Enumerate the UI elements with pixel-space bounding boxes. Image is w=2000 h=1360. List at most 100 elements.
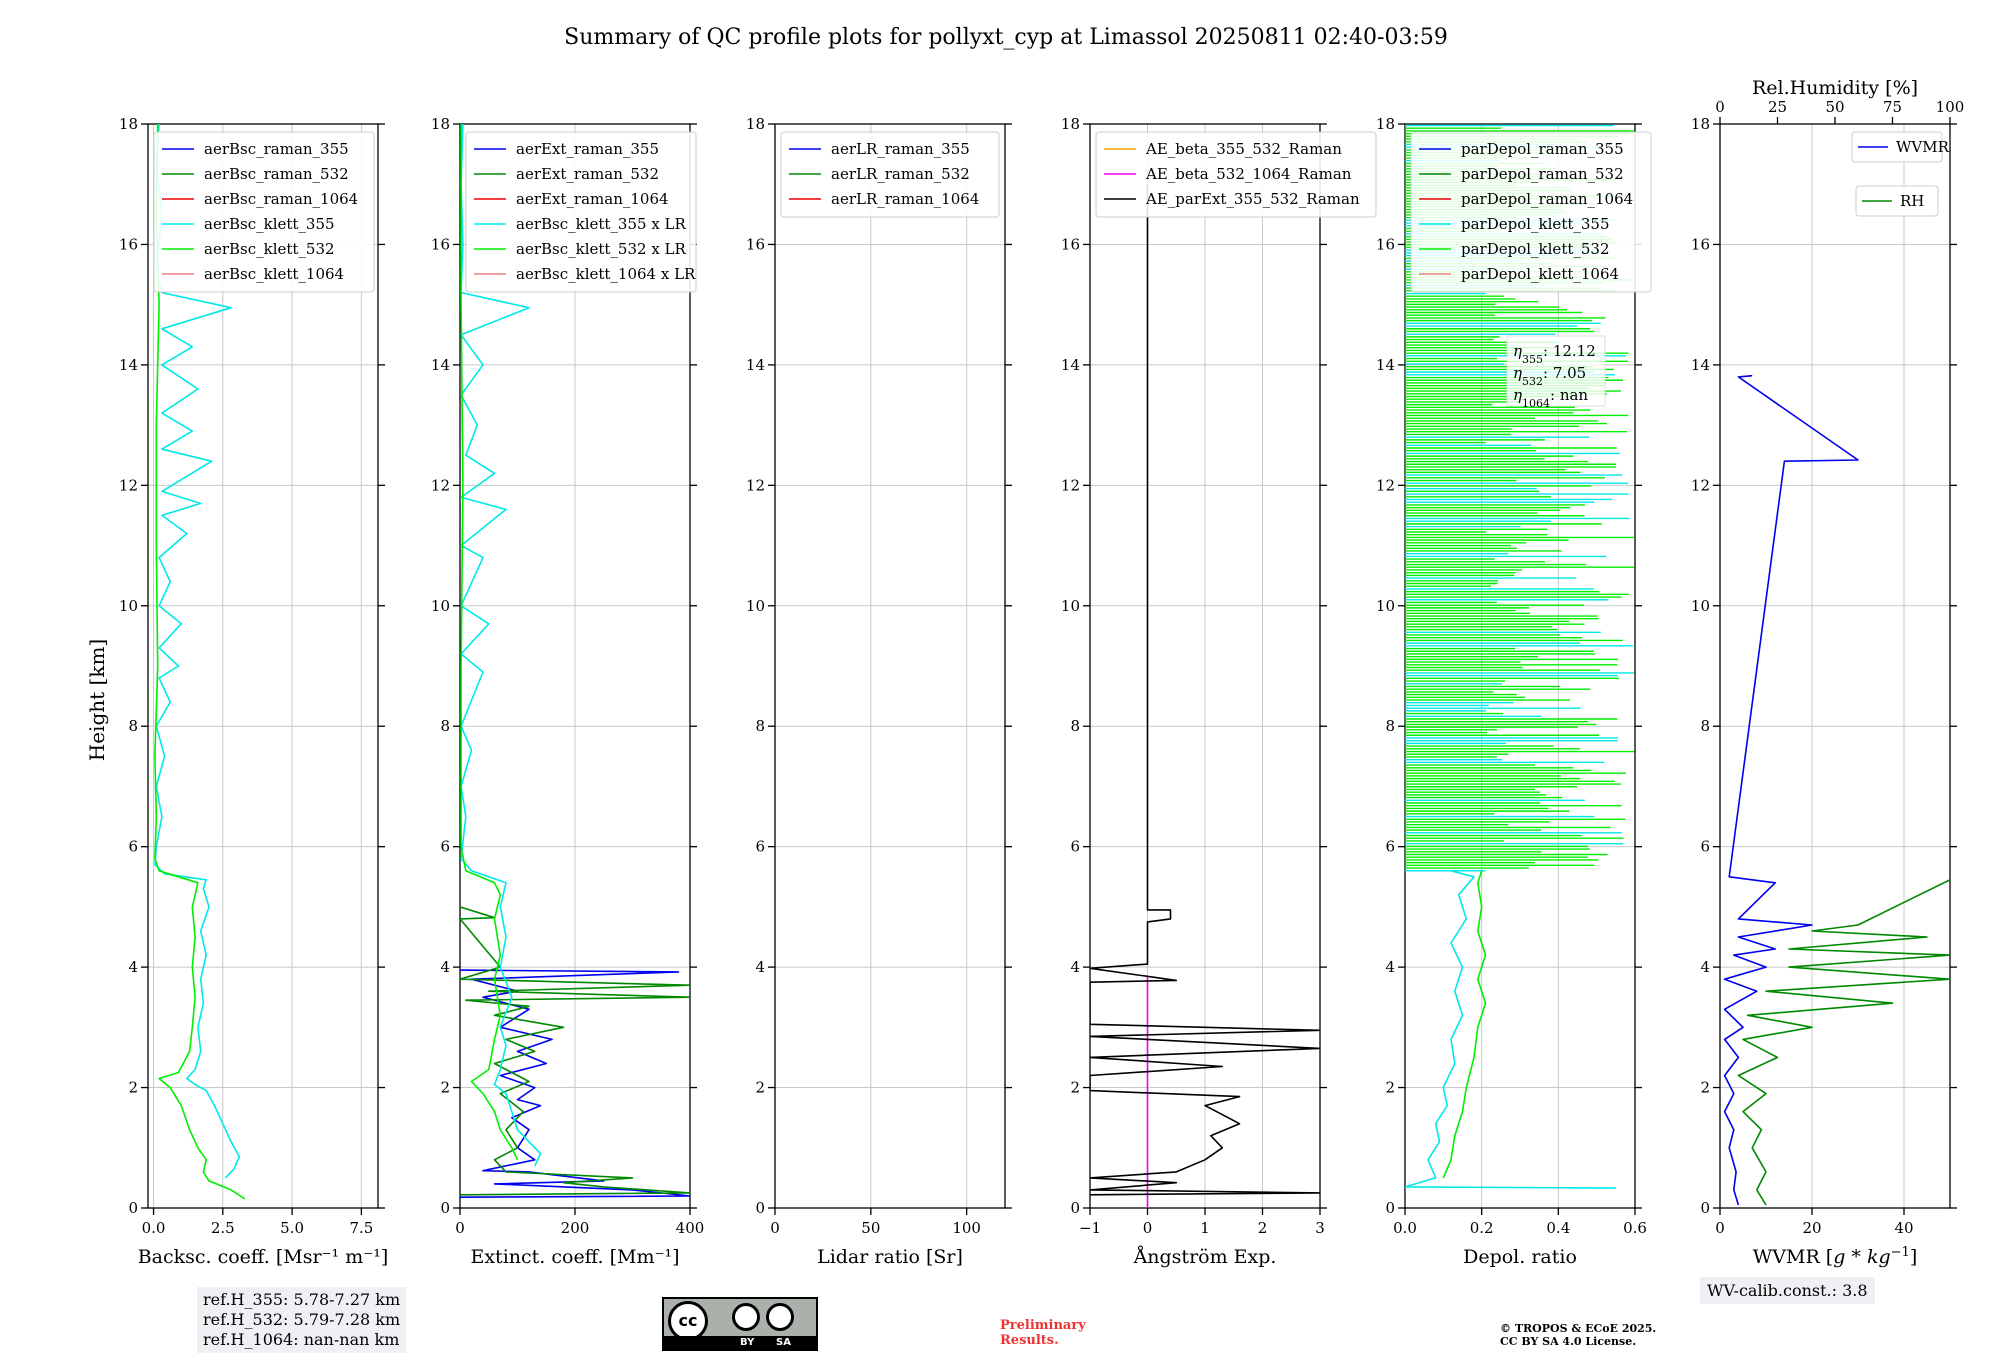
preliminary-results-note: Preliminary Results. xyxy=(1000,1318,1086,1348)
legend: aerBsc_raman_355 aerBsc_raman_532 aerBsc_r… xyxy=(153,131,375,293)
y-tick-label: 14 xyxy=(431,356,450,374)
x2-tick-label: 25 xyxy=(1768,98,1787,116)
plot-area xyxy=(154,124,246,1200)
y-tick-label: 2 xyxy=(440,1079,450,1097)
y-tick-label: 16 xyxy=(1061,235,1080,253)
x2-tick-label: 50 xyxy=(1825,98,1844,116)
y-tick-label: 6 xyxy=(1385,838,1395,856)
y-tick-label: 18 xyxy=(1061,115,1080,133)
x-tick-label: 0.2 xyxy=(1470,1219,1494,1237)
x2-tick-label: 0 xyxy=(1715,98,1725,116)
y-tick-label: 2 xyxy=(128,1079,138,1097)
y-tick-label: 10 xyxy=(1376,597,1395,615)
y-tick-label: 10 xyxy=(746,597,765,615)
copyright-line-2: CC BY SA 4.0 License. xyxy=(1500,1335,1637,1348)
y-tick-label: 4 xyxy=(1700,958,1710,976)
copyright-note: © TROPOS & ECoE 2025. CC BY SA 4.0 Licen… xyxy=(1500,1322,1656,1348)
x-tick-label: 0 xyxy=(770,1219,780,1237)
y-tick-label: 2 xyxy=(1700,1079,1710,1097)
legend-label: aerExt_raman_355 xyxy=(516,140,659,158)
legend: parDepol_raman_355 parDepol_raman_532 parD… xyxy=(1410,131,1652,293)
x-tick-label: 100 xyxy=(952,1219,981,1237)
series-aerBsc_klett_355 xyxy=(154,124,241,1179)
x-tick-label: 2.5 xyxy=(211,1219,235,1237)
legend-box xyxy=(1095,131,1377,218)
x-tick-label: 20 xyxy=(1802,1219,1821,1237)
x-tick-label: 3 xyxy=(1315,1219,1325,1237)
y-tick-label: 0 xyxy=(1700,1199,1710,1217)
x-tick-label: 0.4 xyxy=(1546,1219,1570,1237)
x2-axis-label: Rel.Humidity [%] xyxy=(1752,77,1918,99)
x-axis-label: Lidar ratio [Sr] xyxy=(817,1246,963,1268)
x-tick-label: 0.0 xyxy=(1393,1219,1417,1237)
legend-label: parDepol_raman_355 xyxy=(1461,140,1624,158)
legend-box xyxy=(1851,131,1943,163)
x-axis-label: WVMR [g * kg−1] xyxy=(1753,1245,1917,1269)
legend-label: aerBsc_raman_355 xyxy=(204,140,349,158)
plot-frame xyxy=(774,123,1006,1209)
y-tick-label: 18 xyxy=(1376,115,1395,133)
y-tick-label: 12 xyxy=(119,476,138,494)
y-tick-label: 14 xyxy=(1376,356,1395,374)
x-tick-label: 0 xyxy=(455,1219,465,1237)
y-tick-label: 2 xyxy=(1070,1079,1080,1097)
y-tick-label: 6 xyxy=(755,838,765,856)
y-tick-label: 4 xyxy=(440,958,450,976)
legend-box xyxy=(465,131,697,293)
y-tick-label: 8 xyxy=(755,717,765,735)
legend-label: parDepol_raman_532 xyxy=(1461,165,1624,183)
by-person-icon xyxy=(732,1303,760,1331)
series-parDepol_klett_355 xyxy=(1405,870,1616,1189)
y-tick-label: 2 xyxy=(1385,1079,1395,1097)
height-axis-label: Height [km] xyxy=(85,639,109,761)
x-tick-label: 50 xyxy=(861,1219,880,1237)
y-tick-label: 10 xyxy=(1061,597,1080,615)
y-tick-label: 16 xyxy=(119,235,138,253)
plot-area xyxy=(1090,184,1320,1208)
legend-label: aerBsc_raman_1064 xyxy=(204,190,358,208)
x-tick-label: 0 xyxy=(1715,1219,1725,1237)
y-tick-label: 10 xyxy=(119,597,138,615)
y-tick-label: 6 xyxy=(1700,838,1710,856)
y-tick-label: 0 xyxy=(128,1199,138,1217)
legend-label: aerBsc_klett_1064 x LR xyxy=(516,265,696,283)
x2-tick-label: 75 xyxy=(1883,98,1902,116)
eta-annotation: η355: 12.12 xyxy=(1513,342,1596,366)
panel-depolarization: 0 2 4 6 8 10 12 14 16 18 0.0 0.2 0.4 0.6 Depol. ratio p… xyxy=(1376,115,1652,1268)
panel-water_vapor: 0 2 4 6 8 10 12 14 16 18 0 20 40 WVMR [g * kg−1] 0 25 50… xyxy=(1691,77,1964,1268)
legend-label: parDepol_klett_355 xyxy=(1461,215,1610,233)
series-aerBsc_klett_355 x LR xyxy=(460,124,542,1167)
series-aerBsc_klett_532 xyxy=(154,124,246,1200)
x-tick-label: 0 xyxy=(1143,1219,1153,1237)
y-tick-label: 4 xyxy=(1385,958,1395,976)
legend: aerExt_raman_355 aerExt_raman_532 aerExt_r… xyxy=(465,131,697,293)
legend-label: aerBsc_klett_355 xyxy=(204,215,335,233)
copyright-line-1: © TROPOS & ECoE 2025. xyxy=(1500,1322,1657,1335)
y-tick-label: 12 xyxy=(1061,476,1080,494)
wv-calibration-box: WV-calib.const.: 3.8 xyxy=(1700,1277,1875,1304)
panel-backscatter: 0 2 4 6 8 10 12 14 16 18 0.0 2.5 5.0 7.5 Backsc. coeff… xyxy=(119,115,388,1268)
series-aerExt_raman_532 xyxy=(460,906,690,1196)
y-tick-label: 8 xyxy=(128,717,138,735)
y-tick-label: 12 xyxy=(431,476,450,494)
y-tick-label: 8 xyxy=(1070,717,1080,735)
share-alike-icon xyxy=(766,1303,794,1331)
x-tick-label: 400 xyxy=(676,1219,705,1237)
y-tick-label: 16 xyxy=(746,235,765,253)
y-tick-label: 8 xyxy=(1700,717,1710,735)
y-tick-label: 4 xyxy=(128,958,138,976)
legend-label: aerLR_raman_1064 xyxy=(831,190,979,208)
plot-area xyxy=(460,124,690,1198)
panel-extinction: 0 2 4 6 8 10 12 14 16 18 0 200 400 Extinct. coeff. [M… xyxy=(431,115,704,1268)
x-axis-label: Backsc. coeff. [Msr⁻¹ m⁻¹] xyxy=(138,1246,389,1268)
x-tick-label: 2 xyxy=(1258,1219,1268,1237)
y-tick-label: 10 xyxy=(1691,597,1710,615)
eta-annotation-box xyxy=(1506,335,1606,407)
legend-label: parDepol_raman_1064 xyxy=(1461,190,1633,208)
legend-box xyxy=(1855,185,1939,217)
legend: aerLR_raman_355 aerLR_raman_532 aerLR_rama… xyxy=(780,131,1000,218)
series-parDepol_klett_532 xyxy=(1442,870,1487,1179)
y-tick-label: 18 xyxy=(431,115,450,133)
x-tick-label: 200 xyxy=(561,1219,590,1237)
